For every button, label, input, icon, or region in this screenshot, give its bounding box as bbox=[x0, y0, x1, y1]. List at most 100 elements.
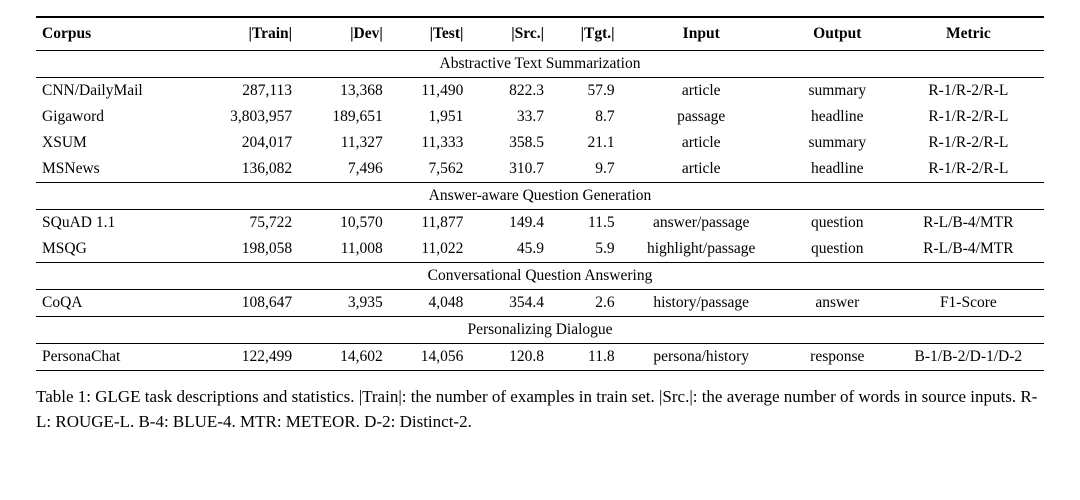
section-header-row: Personalizing Dialogue bbox=[36, 316, 1044, 344]
section-title: Abstractive Text Summarization bbox=[36, 50, 1044, 78]
table-row: CoQA 108,647 3,935 4,048 354.4 2.6 history/pas… bbox=[36, 290, 1044, 317]
table-cell-tgt: 5.9 bbox=[595, 240, 615, 257]
table-row: SQuAD 1.1 75,722 10,570 11,877 149.4 11.5 answ… bbox=[36, 210, 1044, 237]
table-cell-output: headline bbox=[811, 160, 864, 177]
column-header-corpus: Corpus bbox=[42, 25, 92, 42]
table-cell-src: 45.9 bbox=[516, 240, 545, 257]
table-cell-metric: R-1/R-2/R-L bbox=[928, 82, 1009, 99]
section-header-row: Abstractive Text Summarization bbox=[36, 50, 1044, 78]
table-header: Corpus |Train| |Dev| |Test| |Src.| |Tgt.| Inpu… bbox=[36, 17, 1044, 51]
table-cell-metric: R-L/B-4/MTR bbox=[923, 214, 1014, 231]
table-cell-dev: 14,602 bbox=[340, 348, 383, 365]
column-header-train: |Train| bbox=[248, 25, 293, 42]
table-cell-input: article bbox=[681, 160, 721, 177]
table-cell-dev: 13,368 bbox=[340, 82, 383, 99]
table-cell-dev: 11,327 bbox=[340, 134, 383, 151]
table-cell-train: 75,722 bbox=[249, 214, 293, 231]
table-cell-test: 4,048 bbox=[428, 294, 464, 311]
table-cell-input: history/passage bbox=[653, 294, 749, 311]
table-cell-metric: F1-Score bbox=[939, 294, 997, 311]
table-cell-tgt: 9.7 bbox=[595, 160, 615, 177]
column-header-test: |Test| bbox=[429, 25, 464, 42]
table-cell-train: 198,058 bbox=[241, 240, 293, 257]
table-cell-dev: 3,935 bbox=[347, 294, 383, 311]
column-header-tgt: |Tgt.| bbox=[580, 25, 615, 42]
table-row: MSNews 136,082 7,496 7,562 310.7 9.7 article he… bbox=[36, 156, 1044, 183]
table-cell-output: question bbox=[811, 214, 864, 231]
table-cell-corpus: MSNews bbox=[42, 160, 100, 177]
table-cell-dev: 189,651 bbox=[332, 108, 383, 125]
table-cell-dev: 10,570 bbox=[340, 214, 383, 231]
table-cell-src: 822.3 bbox=[509, 82, 545, 99]
table-cell-train: 136,082 bbox=[241, 160, 293, 177]
table-cell-src: 120.8 bbox=[509, 348, 545, 365]
table-cell-train: 204,017 bbox=[241, 134, 293, 151]
table-cell-metric: R-1/R-2/R-L bbox=[928, 134, 1009, 151]
section-title: Conversational Question Answering bbox=[36, 262, 1044, 290]
table-cell-tgt: 2.6 bbox=[595, 294, 615, 311]
table-cell-train: 287,113 bbox=[242, 82, 293, 99]
section-header-row: Conversational Question Answering bbox=[36, 262, 1044, 290]
table-caption: Table 1: GLGE task descriptions and stat… bbox=[36, 387, 1038, 431]
header-row: Corpus |Train| |Dev| |Test| |Src.| |Tgt.| Inpu… bbox=[36, 17, 1044, 51]
table-cell-dev: 11,008 bbox=[340, 240, 383, 257]
table-cell-src: 149.4 bbox=[509, 214, 545, 231]
table-cell-test: 14,056 bbox=[420, 348, 464, 365]
table-cell-input: passage bbox=[677, 108, 726, 125]
table-cell-corpus: CNN/DailyMail bbox=[42, 82, 143, 99]
table-cell-test: 11,490 bbox=[421, 82, 464, 99]
table-cell-tgt: 8.7 bbox=[595, 108, 615, 125]
table-cell-output: headline bbox=[811, 108, 864, 125]
table-row: CNN/DailyMail 287,113 13,368 11,490 822.3 57.… bbox=[36, 78, 1044, 105]
table-cell-input: article bbox=[681, 134, 721, 151]
table-cell-train: 3,803,957 bbox=[230, 108, 293, 125]
column-header-src: |Src.| bbox=[511, 25, 545, 42]
table-cell-corpus: CoQA bbox=[42, 294, 83, 311]
table-row: PersonaChat 122,499 14,602 14,056 120.8 11.8 p… bbox=[36, 344, 1044, 371]
column-header-metric: Metric bbox=[945, 25, 991, 42]
table-cell-test: 1,951 bbox=[428, 108, 464, 125]
table-cell-output: response bbox=[810, 348, 865, 365]
table-cell-corpus: SQuAD 1.1 bbox=[42, 214, 116, 231]
table-body: Abstractive Text Summarization CNN/DailyM… bbox=[36, 50, 1044, 371]
table-cell-src: 358.5 bbox=[509, 134, 545, 151]
table-cell-src: 354.4 bbox=[509, 294, 545, 311]
table-cell-test: 7,562 bbox=[428, 160, 464, 177]
table-cell-train: 108,647 bbox=[241, 294, 293, 311]
table-cell-metric: R-1/R-2/R-L bbox=[928, 160, 1009, 177]
table-cell-metric: B-1/B-2/D-1/D-2 bbox=[914, 348, 1023, 365]
table-cell-test: 11,022 bbox=[421, 240, 464, 257]
table-cell-output: summary bbox=[808, 82, 867, 99]
table-cell-dev: 7,496 bbox=[347, 160, 383, 177]
table-cell-src: 33.7 bbox=[516, 108, 545, 125]
stats-table: Corpus |Train| |Dev| |Test| |Src.| |Tgt.| Inpu… bbox=[36, 16, 1044, 371]
section-title: Answer-aware Question Generation bbox=[36, 182, 1044, 210]
table-cell-metric: R-1/R-2/R-L bbox=[928, 108, 1009, 125]
table-cell-input: highlight/passage bbox=[646, 240, 756, 257]
table-cell-corpus: PersonaChat bbox=[42, 348, 121, 365]
table-cell-input: answer/passage bbox=[653, 214, 750, 231]
table-cell-output: summary bbox=[808, 134, 867, 151]
table-cell-train: 122,499 bbox=[241, 348, 293, 365]
table-cell-output: question bbox=[811, 240, 864, 257]
table-cell-tgt: 57.9 bbox=[587, 82, 615, 99]
table-cell-metric: R-L/B-4/MTR bbox=[923, 240, 1014, 257]
table-cell-output: answer bbox=[815, 294, 860, 311]
column-header-dev: |Dev| bbox=[350, 25, 383, 42]
table-cell-corpus: MSQG bbox=[42, 240, 87, 257]
table-cell-tgt: 21.1 bbox=[587, 134, 615, 151]
section-header-row: Answer-aware Question Generation bbox=[36, 182, 1044, 210]
table-row: XSUM 204,017 11,327 11,333 358.5 21.1 article s… bbox=[36, 130, 1044, 156]
table-row: MSQG 198,058 11,008 11,022 45.9 5.9 highlight/… bbox=[36, 236, 1044, 263]
section-title: Personalizing Dialogue bbox=[36, 316, 1044, 344]
column-header-output: Output bbox=[813, 25, 862, 42]
table-cell-src: 310.7 bbox=[509, 160, 545, 177]
table-row: Gigaword 3,803,957 189,651 1,951 33.7 8.7 pass… bbox=[36, 104, 1044, 130]
table-cell-tgt: 11.8 bbox=[588, 348, 615, 365]
table-cell-input: article bbox=[681, 82, 721, 99]
table-cell-test: 11,333 bbox=[421, 134, 464, 151]
table-cell-test: 11,877 bbox=[421, 214, 464, 231]
table-cell-input: persona/history bbox=[653, 348, 749, 365]
table-cell-tgt: 11.5 bbox=[588, 214, 615, 231]
